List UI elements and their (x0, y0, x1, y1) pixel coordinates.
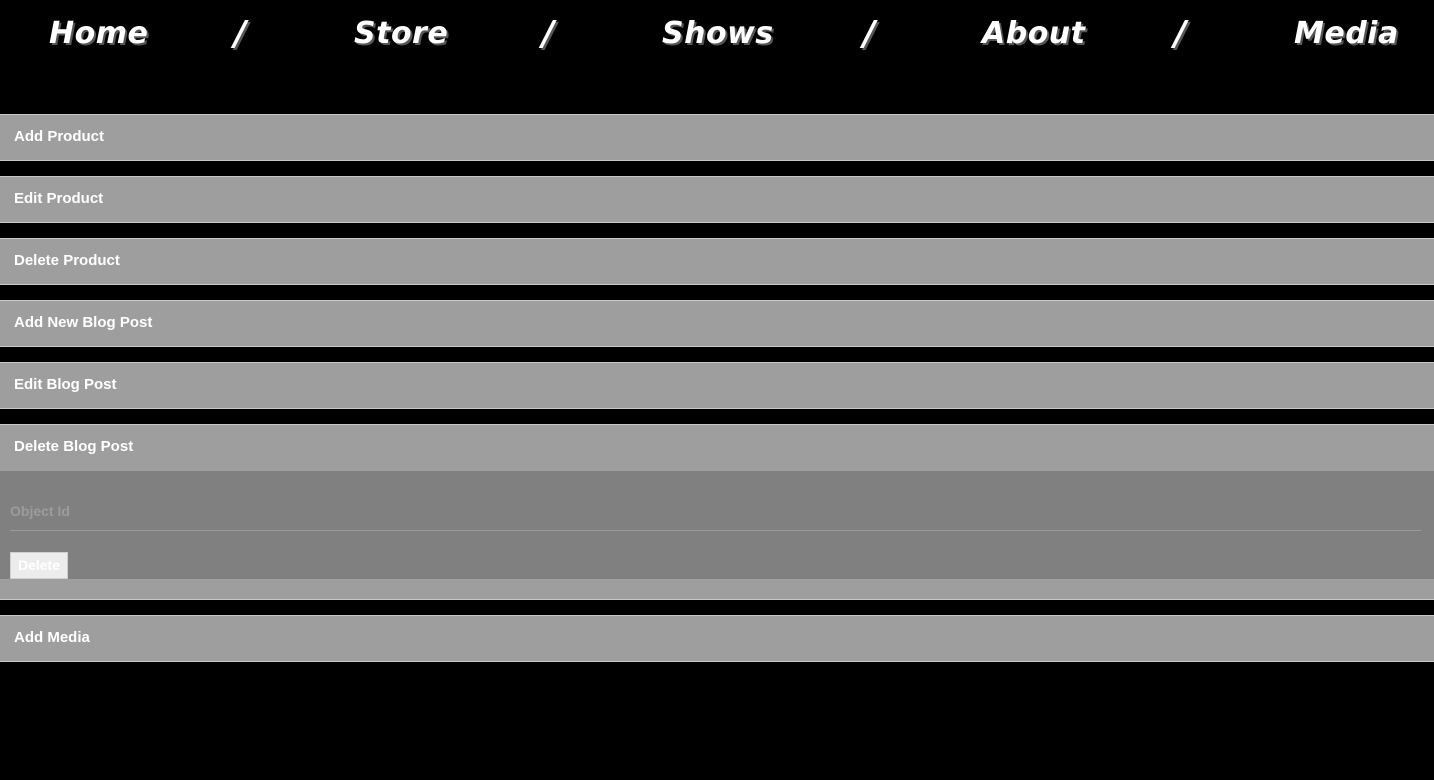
nav-separator: / (234, 14, 247, 54)
panel-label: Add Media (14, 629, 90, 646)
delete-blog-post-form: Delete (0, 471, 1434, 579)
panel-label: Edit Product (14, 190, 104, 207)
delete-button[interactable]: Delete (10, 552, 68, 579)
edit-product-panel[interactable]: Edit Product (0, 176, 1434, 223)
delete-blog-post-panel[interactable]: Delete Blog Post Delete (0, 424, 1434, 600)
add-product-panel[interactable]: Add Product (0, 114, 1434, 161)
delete-product-panel[interactable]: Delete Product (0, 238, 1434, 285)
panel-label: Edit Blog Post (14, 376, 117, 393)
nav-separator: / (1174, 14, 1187, 54)
panel-label: Add New Blog Post (14, 314, 153, 331)
panel-label: Delete Blog Post (14, 438, 134, 455)
nav-separator: / (863, 14, 876, 54)
add-blog-post-panel[interactable]: Add New Blog Post (0, 300, 1434, 347)
nav-media-link[interactable]: Media (1294, 16, 1399, 51)
add-media-panel[interactable]: Add Media (0, 615, 1434, 662)
nav-about-link[interactable]: About (982, 16, 1086, 51)
main-nav: Home / Store / Shows / About / Media (0, 0, 1434, 72)
panel-label: Delete Product (14, 252, 120, 269)
nav-separator: / (542, 14, 555, 54)
nav-store-link[interactable]: Store (354, 16, 449, 51)
nav-home-link[interactable]: Home (49, 16, 149, 51)
nav-shows-link[interactable]: Shows (662, 16, 774, 51)
panel-label: Add Product (14, 128, 104, 145)
edit-blog-post-panel[interactable]: Edit Blog Post (0, 362, 1434, 409)
object-id-input[interactable] (10, 491, 1421, 531)
